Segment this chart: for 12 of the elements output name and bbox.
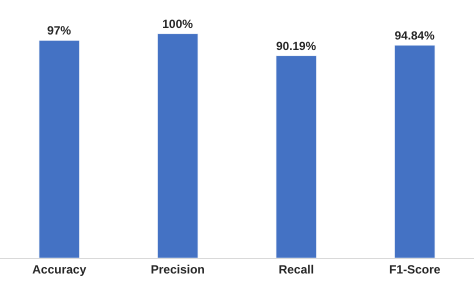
x-tick-label: Recall bbox=[278, 262, 314, 276]
data-label: 90.19% bbox=[276, 40, 317, 53]
x-tick-label: F1-Score bbox=[389, 262, 441, 276]
x-tick-label: Precision bbox=[150, 262, 205, 276]
data-label: 94.84% bbox=[394, 29, 436, 42]
bar bbox=[38, 40, 80, 258]
bar bbox=[394, 45, 436, 258]
data-label: 97% bbox=[47, 24, 72, 38]
data-label: 100% bbox=[162, 16, 194, 31]
bar bbox=[157, 34, 198, 258]
bar bbox=[276, 56, 317, 258]
x-tick-label: Accuracy bbox=[32, 262, 87, 276]
